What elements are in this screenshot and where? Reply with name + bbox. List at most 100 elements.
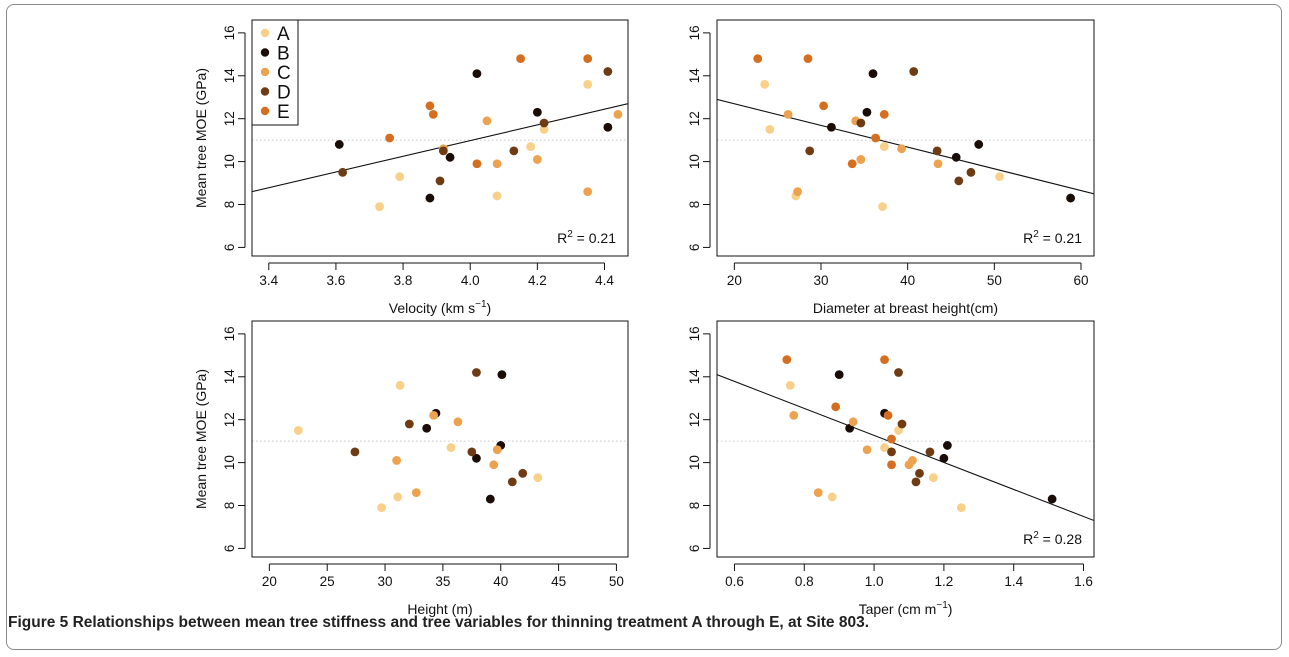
fit-line — [717, 98, 1094, 195]
x-tick-label: 1.0 — [865, 574, 884, 589]
data-point-D — [438, 146, 448, 156]
chart-panel-1: 3.4 3.6 3.8 4.0 4.2 4.4 6 8 10 12 14 16 Velocity (km… — [193, 19, 629, 316]
data-point-C — [933, 159, 943, 169]
data-point-E — [782, 355, 792, 365]
data-point-B — [868, 69, 878, 79]
data-point-A — [446, 443, 456, 452]
chart-panel-3: 20 25 30 35 40 45 50 6 8 10 12 14 16 Height (m) Mean t… — [193, 320, 629, 617]
x-tick-label: 50 — [987, 273, 1002, 288]
x-tick-label: 60 — [1073, 273, 1088, 288]
x-tick-label: 30 — [378, 574, 393, 589]
y-tick-label: 8 — [687, 502, 702, 510]
data-point-A — [293, 426, 303, 435]
data-point-A — [533, 473, 543, 483]
y-tick-label: 12 — [222, 412, 237, 427]
data-point-A — [785, 380, 795, 390]
data-point-C — [482, 116, 492, 126]
data-point-C — [392, 456, 402, 465]
data-point-D — [954, 176, 964, 186]
x-tick-label: 3.8 — [394, 273, 413, 288]
data-point-B — [827, 122, 836, 132]
y-tick-label: 6 — [222, 244, 237, 252]
data-point-E — [831, 402, 841, 412]
data-point-A — [393, 492, 403, 502]
legend-label-E: E — [277, 102, 290, 123]
chart-panel-2: 20 30 40 50 60 6 8 10 12 14 16 Diameter at breast h… — [687, 19, 1095, 316]
data-point-A — [492, 191, 502, 201]
legend-marker-A — [260, 28, 270, 38]
caption-text: Relationships between mean tree stiffnes… — [72, 614, 870, 631]
data-point-D — [925, 447, 935, 457]
data-point-B — [472, 69, 482, 79]
data-point-D — [887, 447, 896, 457]
data-point-D — [350, 447, 360, 457]
data-point-D — [603, 67, 613, 76]
data-point-C — [783, 110, 793, 119]
data-point-E — [879, 110, 889, 119]
data-point-D — [472, 368, 481, 377]
x-tick-label: 3.6 — [327, 273, 346, 288]
y-tick-label: 10 — [687, 455, 702, 470]
plot-frame — [251, 320, 629, 558]
legend-marker-E — [260, 106, 270, 116]
r-squared-label: R2 = 0.28 — [1023, 530, 1082, 547]
y-tick-label: 12 — [222, 111, 237, 126]
legend-label-B: B — [277, 44, 290, 65]
y-tick-label: 14 — [222, 68, 237, 84]
data-point-D — [805, 146, 815, 156]
data-point-E — [880, 355, 889, 365]
y-tick-label: 14 — [222, 369, 237, 385]
data-point-E — [887, 434, 896, 444]
data-point-D — [539, 118, 549, 128]
data-point-E — [883, 411, 893, 420]
data-point-C — [532, 155, 542, 164]
data-point-B — [862, 107, 872, 117]
y-tick-label: 8 — [222, 502, 237, 510]
data-point-B — [445, 152, 455, 162]
y-tick-label: 6 — [222, 545, 237, 553]
data-point-D — [966, 167, 976, 177]
y-tick-label: 14 — [687, 369, 702, 385]
data-point-E — [803, 54, 813, 64]
data-point-B — [845, 423, 855, 433]
data-point-E — [847, 159, 857, 169]
data-point-D — [435, 176, 445, 186]
y-tick-label: 16 — [687, 25, 702, 40]
data-point-E — [428, 110, 438, 119]
data-point-D — [856, 118, 866, 128]
legend-marker-C — [260, 67, 270, 77]
data-point-B — [603, 122, 613, 132]
data-point-C — [492, 445, 502, 455]
x-axis-label: Diameter at breast height(cm) — [813, 300, 998, 316]
x-axis-label: Taper (cm m−1) — [859, 600, 953, 617]
data-point-D — [932, 146, 942, 156]
data-point-C — [489, 460, 499, 470]
y-tick-label: 10 — [222, 154, 237, 169]
data-point-A — [995, 172, 1004, 182]
x-tick-label: 20 — [262, 574, 277, 589]
data-point-B — [974, 140, 984, 149]
data-point-B — [834, 370, 844, 380]
data-point-A — [526, 142, 536, 151]
legend-marker-D — [260, 87, 270, 96]
data-point-E — [385, 133, 395, 143]
data-point-D — [909, 67, 919, 76]
x-tick-label: 35 — [435, 574, 450, 589]
data-point-D — [507, 477, 517, 487]
fit-line — [717, 374, 1094, 522]
y-tick-label: 10 — [222, 455, 237, 470]
y-tick-label: 6 — [687, 244, 702, 252]
x-tick-label: 1.6 — [1074, 574, 1093, 589]
data-point-E — [887, 460, 896, 470]
x-tick-label: 50 — [609, 574, 624, 589]
data-point-A — [583, 79, 593, 89]
data-point-D — [467, 447, 477, 457]
y-tick-label: 16 — [687, 326, 702, 341]
data-point-D — [338, 167, 348, 177]
data-point-B — [472, 453, 481, 463]
x-tick-label: 4.2 — [528, 273, 547, 288]
plot-frame — [251, 19, 629, 257]
y-tick-label: 10 — [687, 154, 702, 169]
